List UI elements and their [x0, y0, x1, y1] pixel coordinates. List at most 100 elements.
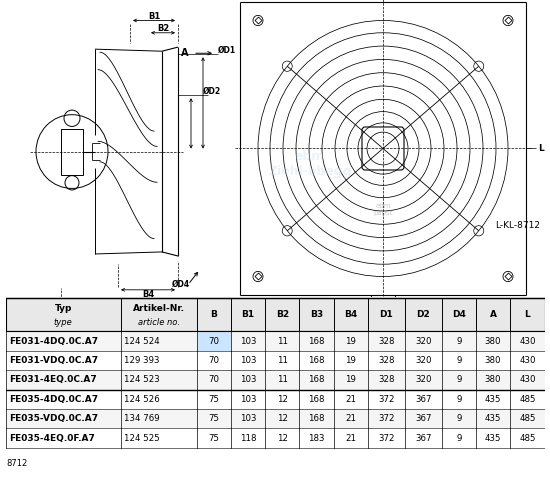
Text: 75: 75 [208, 433, 219, 443]
Text: □A: □A [376, 334, 390, 343]
Text: 372: 372 [378, 433, 394, 443]
Text: 70: 70 [208, 376, 219, 385]
Text: 435: 435 [485, 395, 502, 404]
Text: article no.: article no. [138, 318, 180, 327]
Text: ØD1: ØD1 [218, 46, 236, 55]
Bar [6, 409, 544, 428]
Text: 367: 367 [415, 414, 432, 423]
Bar [6, 370, 544, 389]
Text: 19: 19 [345, 356, 356, 365]
Text: 328: 328 [378, 356, 394, 365]
Text: L: L [538, 144, 544, 153]
Text: 430: 430 [519, 356, 536, 365]
Text: 12: 12 [277, 433, 288, 443]
Text: 435: 435 [485, 433, 502, 443]
Text: 168: 168 [308, 414, 324, 423]
Text: D4: D4 [452, 310, 466, 319]
Text: FE031-VDQ.0C.A7: FE031-VDQ.0C.A7 [9, 356, 98, 365]
Text: 11: 11 [277, 337, 288, 346]
Text: 328: 328 [378, 337, 394, 346]
Text: L: L [525, 310, 530, 319]
Text: 9: 9 [456, 395, 461, 404]
Text: 70: 70 [208, 356, 219, 365]
Text: 168: 168 [308, 337, 324, 346]
Text: 485: 485 [519, 433, 536, 443]
Text: FE031-4EQ.0C.A7: FE031-4EQ.0C.A7 [9, 376, 96, 385]
Text: 103: 103 [240, 356, 256, 365]
Bar [6, 298, 544, 331]
Text: type: type [54, 318, 73, 327]
Text: FE035-VDQ.0C.A7: FE035-VDQ.0C.A7 [9, 414, 98, 423]
Text: 430: 430 [519, 337, 536, 346]
Text: 103: 103 [240, 395, 256, 404]
Text: B2: B2 [276, 310, 289, 319]
Text: B4: B4 [344, 310, 358, 319]
Text: 12: 12 [277, 414, 288, 423]
Text: D1: D1 [379, 310, 393, 319]
Text: 168: 168 [308, 356, 324, 365]
Bar [6, 351, 544, 370]
Bar [196, 331, 231, 351]
Text: 168: 168 [308, 376, 324, 385]
Text: 320: 320 [415, 376, 432, 385]
Text: 124 526: 124 526 [124, 395, 160, 404]
Bar [6, 331, 544, 351]
Text: 183: 183 [308, 433, 324, 443]
Text: 21: 21 [345, 395, 356, 404]
Text: Artikel-Nr.: Artikel-Nr. [133, 304, 185, 313]
Text: 380: 380 [485, 376, 502, 385]
Text: 103: 103 [240, 414, 256, 423]
Text: ØD4: ØD4 [172, 280, 190, 289]
Text: D2: D2 [416, 310, 430, 319]
Text: 168: 168 [308, 395, 324, 404]
Text: ØD2: ØD2 [203, 87, 221, 96]
Text: 124 524: 124 524 [124, 337, 160, 346]
Text: 320: 320 [415, 337, 432, 346]
Text: 9: 9 [456, 356, 461, 365]
Text: 75: 75 [208, 414, 219, 423]
Text: 21: 21 [345, 433, 356, 443]
Text: 485: 485 [519, 414, 536, 423]
Text: 372: 372 [378, 395, 394, 404]
Text: 124 525: 124 525 [124, 433, 160, 443]
Text: 380: 380 [485, 356, 502, 365]
Text: 9: 9 [456, 433, 461, 443]
Text: FE031-4DQ.0C.A7: FE031-4DQ.0C.A7 [9, 337, 98, 346]
Text: ebm
papst: ebm papst [373, 204, 393, 217]
Text: B1: B1 [148, 12, 160, 21]
Text: L-KL-8712: L-KL-8712 [495, 221, 540, 230]
Text: 19: 19 [345, 337, 356, 346]
Text: B4: B4 [142, 290, 154, 299]
Text: FE035-4DQ.0C.A7: FE035-4DQ.0C.A7 [9, 395, 98, 404]
Text: B: B [116, 304, 123, 313]
Text: FE035-4EQ.0F.A7: FE035-4EQ.0F.A7 [9, 433, 95, 443]
Text: 118: 118 [240, 433, 256, 443]
Text: B: B [210, 310, 217, 319]
Bar [6, 428, 544, 448]
Text: 9: 9 [456, 376, 461, 385]
Text: 124 523: 124 523 [124, 376, 160, 385]
Text: B1: B1 [241, 310, 255, 319]
Bar [6, 389, 544, 409]
Text: A: A [180, 48, 188, 58]
Text: ebm
Ziehl-abegg: ebm Ziehl-abegg [268, 150, 352, 178]
Text: 485: 485 [519, 395, 536, 404]
Text: B2: B2 [157, 24, 169, 33]
Text: 103: 103 [240, 337, 256, 346]
Text: 11: 11 [277, 356, 288, 365]
Text: 70: 70 [208, 337, 219, 346]
Text: A: A [490, 310, 497, 319]
Text: 8712: 8712 [7, 458, 28, 468]
Text: B3: B3 [310, 310, 323, 319]
Text: 367: 367 [415, 395, 432, 404]
Text: 328: 328 [378, 376, 394, 385]
Text: B3: B3 [107, 316, 119, 325]
Text: 9: 9 [456, 414, 461, 423]
Text: 380: 380 [485, 337, 502, 346]
Text: 9: 9 [456, 337, 461, 346]
Text: 103: 103 [240, 376, 256, 385]
Text: 12: 12 [277, 395, 288, 404]
Text: 430: 430 [519, 376, 536, 385]
Text: 134 769: 134 769 [124, 414, 160, 423]
Text: 21: 21 [345, 414, 356, 423]
